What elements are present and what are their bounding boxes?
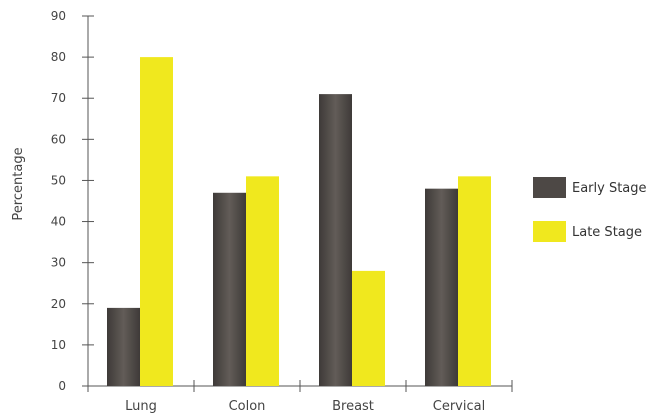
category-labels: Lung Colon Breast Cervical: [125, 399, 485, 414]
x-category-label: Breast: [332, 399, 374, 414]
legend-swatch: [533, 221, 566, 242]
bar-early-stage-lung: [107, 307, 140, 386]
legend-label: Early Stage: [572, 181, 647, 196]
y-tick-label: 30: [51, 256, 66, 270]
legend-swatch: [533, 177, 566, 198]
y-tick-label: 20: [51, 297, 66, 311]
bar-early-stage-cervical: [425, 188, 458, 386]
bar-late-stage-breast: [352, 270, 385, 386]
x-category-label: Lung: [125, 399, 157, 414]
x-category-label: Colon: [229, 399, 266, 414]
y-axis-title: Percentage: [11, 147, 26, 220]
y-tick-label: 60: [51, 132, 66, 146]
y-ticks: 0 10 20 30 40 50 60 70 80 90: [51, 9, 94, 393]
y-tick-label: 0: [58, 379, 66, 393]
bar-late-stage-lung: [140, 57, 173, 386]
legend-label: Late Stage: [572, 225, 642, 240]
y-tick-label: 50: [51, 173, 66, 187]
bar-early-stage-colon: [213, 192, 246, 386]
legend: Early Stage Late Stage: [533, 177, 647, 242]
x-ticks: [87, 380, 513, 392]
bar-early-stage-breast: [319, 94, 352, 386]
y-tick-label: 10: [51, 338, 66, 352]
bar-late-stage-colon: [246, 176, 279, 386]
y-tick-label: 40: [51, 215, 66, 229]
bars: [107, 57, 491, 386]
y-tick-label: 80: [51, 50, 66, 64]
y-tick-label: 70: [51, 91, 66, 105]
y-tick-label: 90: [51, 9, 66, 23]
x-category-label: Cervical: [433, 399, 485, 414]
bar-late-stage-cervical: [458, 176, 491, 386]
